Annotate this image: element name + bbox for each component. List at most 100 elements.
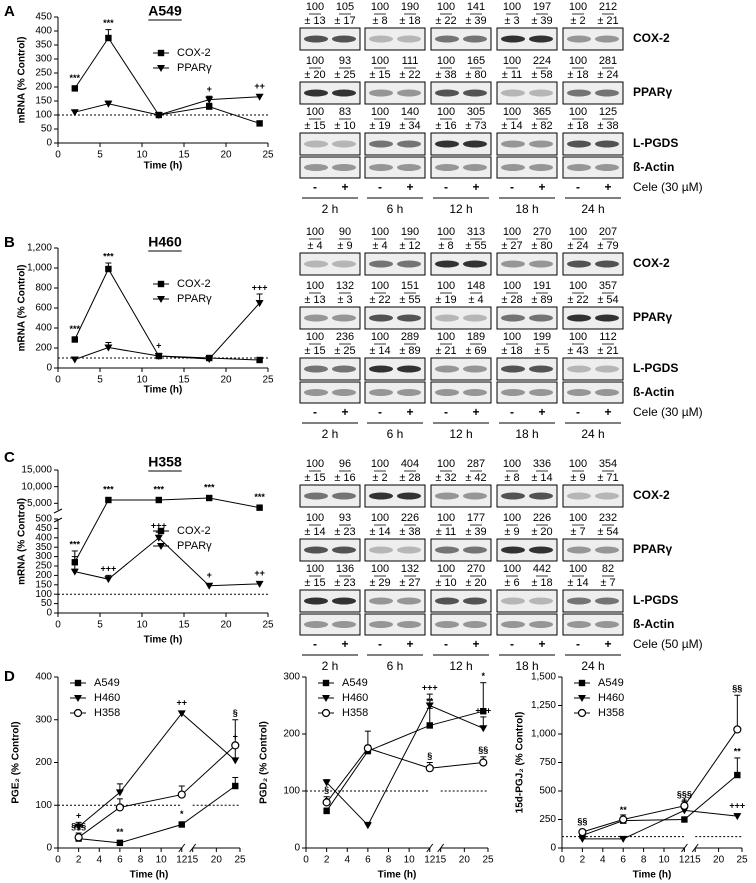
band-mean: 226 xyxy=(401,512,419,524)
protein-label: PPARγ xyxy=(633,542,672,556)
blot-band xyxy=(567,365,591,373)
band-sem: ± 15 xyxy=(304,472,325,484)
blot-band xyxy=(435,546,459,554)
band-mean: 100 xyxy=(569,458,587,470)
series-line xyxy=(78,745,236,838)
band-mean: 111 xyxy=(402,55,419,67)
y-tick-label: 200 xyxy=(35,82,52,93)
marker xyxy=(105,265,112,273)
band-sem: ± 14 xyxy=(304,526,325,538)
blot-band xyxy=(435,140,459,148)
band-sem: ± 18 xyxy=(531,577,552,589)
blot-band xyxy=(332,35,356,43)
significance-label: *** xyxy=(103,251,114,261)
treatment-sign: - xyxy=(576,637,580,651)
legend-label: H460 xyxy=(598,692,624,704)
x-tick-label: 25 xyxy=(262,150,274,161)
series-line xyxy=(326,710,484,812)
band-sem: ± 38 xyxy=(399,526,420,538)
time-label: 18 h xyxy=(515,427,538,441)
band-sem: ± 54 xyxy=(597,294,618,306)
band-sem: ± 20 xyxy=(531,526,552,538)
series-line xyxy=(78,712,236,828)
band-sem: ± 2 xyxy=(372,472,387,484)
blot-band xyxy=(529,164,553,171)
band-mean: 148 xyxy=(467,280,485,292)
blot-band xyxy=(304,365,328,373)
band-sem: ± 24 xyxy=(597,69,618,81)
x-tick-label: 12 xyxy=(424,855,436,866)
band-mean: 270 xyxy=(533,226,551,238)
band-mean: 190 xyxy=(401,1,419,13)
band-mean: 100 xyxy=(503,106,521,118)
band-sem: ± 18 xyxy=(567,69,588,81)
blot-band xyxy=(397,314,421,322)
blot-frame xyxy=(430,27,492,51)
band-sem: ± 21 xyxy=(597,345,618,357)
legend-label: A549 xyxy=(342,677,368,689)
band-sem: ± 89 xyxy=(531,294,552,306)
band-mean: 100 xyxy=(569,1,587,13)
band-mean: 287 xyxy=(467,458,485,470)
blot-band xyxy=(369,546,393,554)
x-axis-label: Time (h) xyxy=(144,385,183,396)
band-mean: 100 xyxy=(371,331,389,343)
blot-band xyxy=(567,35,591,43)
band-sem: ± 39 xyxy=(465,526,486,538)
y-tick-label: 800 xyxy=(35,283,52,294)
panel-letter: B xyxy=(4,234,15,251)
band-sem: ± 7 xyxy=(600,577,615,589)
blot-band xyxy=(332,492,356,500)
band-sem: ± 14 xyxy=(369,345,390,357)
band-sem: ± 10 xyxy=(334,120,355,132)
x-tick-label: 0 xyxy=(55,375,61,386)
band-sem: ± 7 xyxy=(570,526,585,538)
blot-band xyxy=(332,389,356,396)
band-sem: ± 9 xyxy=(570,472,585,484)
marker xyxy=(322,779,331,787)
band-sem: ± 18 xyxy=(399,15,420,27)
band-sem: ± 8 xyxy=(504,472,519,484)
band-sem: ± 15 xyxy=(304,345,325,357)
x-tick-label: 10 xyxy=(658,855,670,866)
band-mean: 207 xyxy=(599,226,617,238)
significance-label: *** xyxy=(70,324,81,334)
blot-band xyxy=(595,164,619,171)
band-mean: 82 xyxy=(602,563,614,575)
x-tick-label: 10 xyxy=(136,150,148,161)
blot-frame xyxy=(562,306,624,330)
significance-label: *** xyxy=(70,539,81,549)
blot-band xyxy=(332,597,356,605)
significance-label: + xyxy=(207,84,212,94)
marker xyxy=(105,34,112,42)
treatment-sign: - xyxy=(444,180,448,194)
marker xyxy=(70,568,79,576)
blot-band xyxy=(397,140,421,148)
blot-band xyxy=(529,389,553,396)
blot-band xyxy=(369,365,393,373)
band-mean: 313 xyxy=(467,226,485,238)
band-sem: ± 22 xyxy=(567,294,588,306)
x-tick-label: 0 xyxy=(55,620,61,631)
marker xyxy=(255,300,264,307)
treatment-sign: + xyxy=(341,180,348,194)
blot-frame xyxy=(299,381,361,404)
band-mean: 100 xyxy=(306,226,324,238)
marker xyxy=(115,789,124,797)
blot-band xyxy=(397,164,421,171)
x-tick-label: 5 xyxy=(97,620,103,631)
blot-band xyxy=(435,89,459,97)
x-tick-label: 15 xyxy=(435,855,447,866)
blot-band xyxy=(463,260,487,268)
series-line xyxy=(582,809,738,840)
significance-label: § xyxy=(427,751,432,761)
x-tick-label: 0 xyxy=(303,855,309,866)
marker xyxy=(177,790,186,799)
series-line xyxy=(74,497,260,563)
band-sem: ± 55 xyxy=(465,240,486,252)
time-label: 2 h xyxy=(322,659,339,673)
legend-label: H358 xyxy=(94,707,120,719)
protein-label: PPARγ xyxy=(633,85,672,99)
chart-title: A549 xyxy=(148,3,182,19)
series-line xyxy=(326,704,484,827)
